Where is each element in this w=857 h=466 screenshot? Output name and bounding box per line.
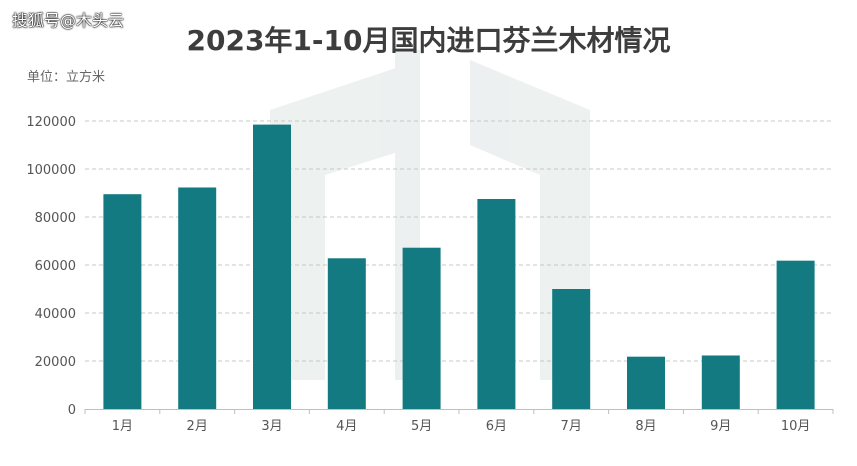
y-tick-label: 0 [68, 403, 76, 418]
y-axis-ticks: 0 20000 40000 60000 80000 100000 120000 [26, 115, 76, 418]
y-tick-label: 60000 [35, 259, 76, 274]
x-tick-label: 3月 [261, 419, 282, 434]
y-tick-label: 40000 [35, 307, 76, 322]
x-tick-label: 8月 [635, 419, 656, 434]
bar-6 [477, 199, 516, 409]
x-tick-label: 9月 [710, 419, 731, 434]
bar-5 [402, 247, 441, 409]
x-tick-label: 7月 [561, 419, 582, 434]
x-tick-label: 2月 [187, 419, 208, 434]
bar-9 [701, 355, 740, 409]
y-tick-label: 20000 [35, 355, 76, 370]
y-tick-label: 120000 [26, 115, 76, 130]
bar-4 [327, 258, 366, 409]
unit-label: 单位：立方米 [27, 70, 106, 85]
bar-2 [178, 187, 217, 409]
bar-10 [776, 260, 815, 409]
bars [103, 124, 815, 409]
bar-3 [253, 124, 291, 409]
x-tick-label: 1月 [112, 419, 133, 434]
x-tick-label: 5月 [411, 419, 432, 434]
bar-1 [103, 194, 142, 409]
x-tick-label: 10月 [781, 419, 811, 434]
x-tick-label: 4月 [336, 419, 357, 434]
chart-title: 2023年1-10月国内进口芬兰木材情况 [186, 24, 671, 57]
y-tick-label: 100000 [26, 163, 76, 178]
source-watermark: 搜狐号@木头云 [12, 11, 125, 30]
bar-7 [552, 289, 591, 409]
bar-8 [627, 356, 665, 409]
y-tick-label: 80000 [35, 211, 76, 226]
x-axis-ticks: 1月 2月 3月 4月 5月 6月 7月 8月 9月 10月 [84, 409, 834, 434]
x-tick-label: 6月 [486, 419, 507, 434]
